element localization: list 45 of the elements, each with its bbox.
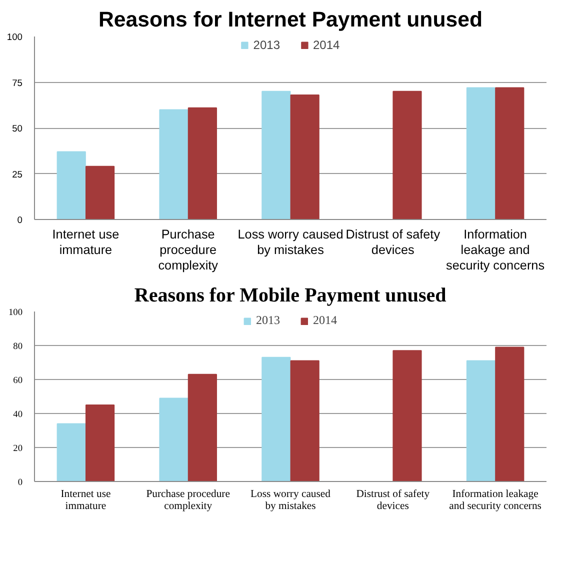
x-tick-label: Information leakage and security concerns — [446, 228, 545, 272]
y-tick-label: 100 — [8, 308, 23, 318]
legend-label: 2013 — [256, 313, 280, 328]
y-tick-label: 40 — [13, 410, 23, 420]
chart-title: Reasons for Mobile Payment unused — [134, 284, 446, 306]
bar — [159, 398, 188, 482]
legend-label: 2014 — [313, 313, 337, 328]
bar — [290, 360, 320, 482]
bar — [466, 87, 496, 220]
y-tick-label: 80 — [13, 342, 23, 352]
chart-title: Reasons for Internet Payment unused — [98, 8, 483, 32]
bar — [159, 109, 188, 220]
x-tick-label: Information leakage and security concerns — [449, 489, 542, 512]
y-tick-label: 75 — [12, 78, 23, 88]
y-tick-label: 0 — [18, 478, 23, 488]
bar — [56, 151, 86, 220]
y-tick-label: 25 — [12, 169, 23, 180]
x-tick-label: Loss worry caused by mistakes — [238, 228, 344, 257]
bar — [56, 423, 86, 482]
bar — [495, 346, 524, 482]
x-tick-label: Distrust of safety devices — [346, 228, 441, 257]
bar — [392, 90, 422, 220]
bar — [495, 87, 524, 220]
y-tick-label: 20 — [13, 444, 23, 454]
y-tick-label: 100 — [6, 32, 23, 42]
legend-label: 2013 — [253, 38, 280, 52]
bar — [466, 360, 496, 482]
y-tick-label: 50 — [12, 124, 23, 134]
bar — [188, 374, 217, 482]
x-tick-label: Loss worry caused by mistakes — [250, 489, 332, 512]
y-tick-label: 60 — [13, 376, 23, 386]
bar — [262, 356, 291, 482]
x-tick-label: Purchase procedure complexity — [158, 228, 219, 272]
x-tick-label: Internet use immature — [60, 489, 111, 512]
bar — [290, 94, 320, 220]
x-tick-label: Purchase procedure complexity — [146, 489, 230, 512]
legend-label: 2014 — [313, 38, 340, 52]
bar — [262, 90, 291, 220]
x-tick-label: Distrust of safety devices — [356, 489, 430, 512]
bar — [188, 107, 217, 220]
bar — [85, 166, 115, 220]
x-tick-label: Internet use immature — [52, 228, 120, 257]
bar — [392, 350, 422, 482]
bar — [85, 404, 115, 482]
y-tick-label: 0 — [17, 215, 23, 225]
